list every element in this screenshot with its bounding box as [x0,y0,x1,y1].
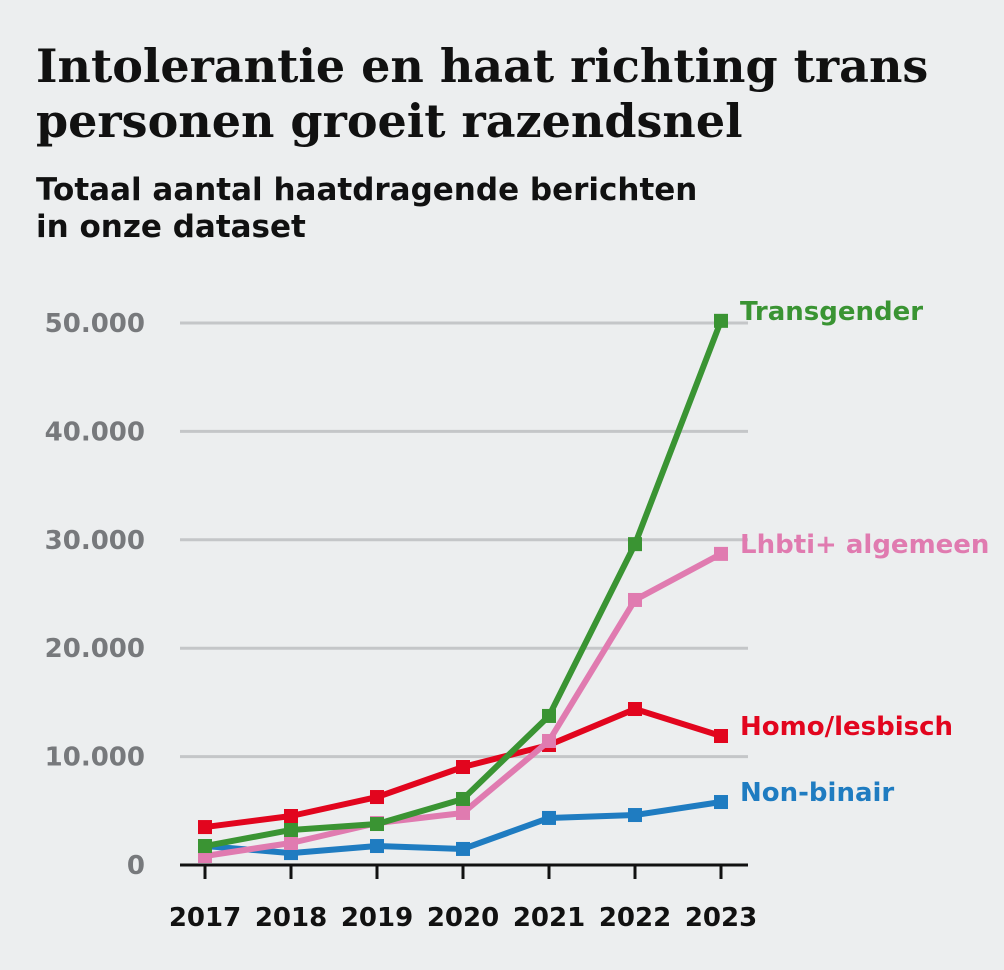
point [714,729,728,744]
series-label: Homo/lesbisch [740,712,953,742]
x-tick-label: 2020 [427,903,499,933]
point [370,817,384,832]
point [456,805,470,820]
y-tick-label: 30.000 [45,526,145,556]
series-label: Lhbti+ algemeen [740,530,989,560]
x-tick-label: 2023 [685,903,757,933]
point [714,546,728,561]
point [714,795,728,810]
y-tick-label: 10.000 [45,743,145,773]
chart-title: Intolerantie en haat richting trans perso… [36,39,928,148]
point [456,760,470,775]
point [628,808,642,823]
point [542,708,556,723]
point [542,810,556,825]
point [628,702,642,717]
x-tick-label: 2022 [599,903,671,933]
x-tick-label: 2019 [341,903,413,933]
point [456,791,470,806]
y-tick-label: 50.000 [45,309,145,339]
point [542,733,556,748]
y-tick-label: 0 [127,851,145,881]
series-label: Transgender [740,297,923,327]
x-tick-label: 2021 [513,903,585,933]
y-tick-label: 20.000 [45,634,145,664]
y-tick-label: 40.000 [45,417,145,447]
point [628,592,642,607]
point [370,839,384,854]
point [628,537,642,552]
point [198,820,212,835]
point [284,809,298,824]
point [456,841,470,856]
point [714,313,728,328]
point [284,835,298,850]
point [370,790,384,805]
point [284,822,298,837]
x-tick-label: 2018 [255,903,327,933]
chart-subtitle: Totaal aantal haatdragende berichten in o… [36,172,697,245]
x-tick-label: 2017 [169,903,241,933]
point [198,839,212,854]
series-label: Non-binair [740,778,894,808]
